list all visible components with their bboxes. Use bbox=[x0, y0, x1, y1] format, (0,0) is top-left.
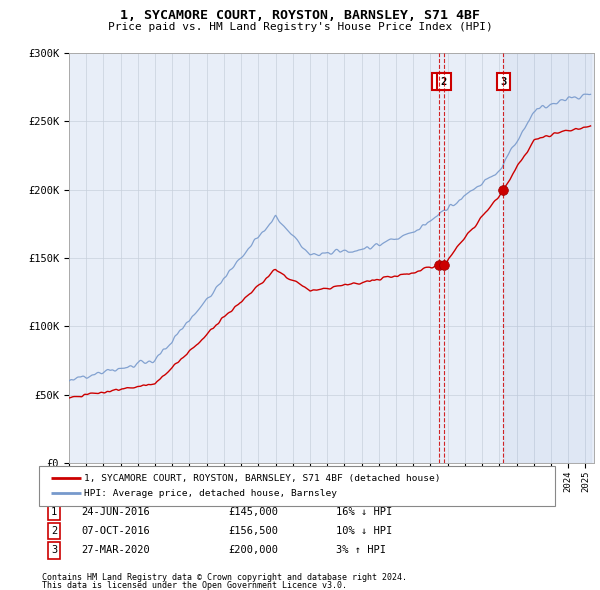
Text: 3% ↑ HPI: 3% ↑ HPI bbox=[336, 546, 386, 555]
Text: 1: 1 bbox=[436, 77, 442, 87]
Text: 2: 2 bbox=[440, 77, 447, 87]
Text: 2: 2 bbox=[51, 526, 57, 536]
Text: 10% ↓ HPI: 10% ↓ HPI bbox=[336, 526, 392, 536]
Text: £145,000: £145,000 bbox=[228, 507, 278, 516]
Text: 24-JUN-2016: 24-JUN-2016 bbox=[81, 507, 150, 516]
Text: Price paid vs. HM Land Registry's House Price Index (HPI): Price paid vs. HM Land Registry's House … bbox=[107, 22, 493, 32]
Text: Contains HM Land Registry data © Crown copyright and database right 2024.: Contains HM Land Registry data © Crown c… bbox=[42, 572, 407, 582]
Text: 3: 3 bbox=[500, 77, 506, 87]
Text: 3: 3 bbox=[51, 546, 57, 555]
Text: 1, SYCAMORE COURT, ROYSTON, BARNSLEY, S71 4BF (detached house): 1, SYCAMORE COURT, ROYSTON, BARNSLEY, S7… bbox=[84, 474, 440, 483]
Text: 07-OCT-2016: 07-OCT-2016 bbox=[81, 526, 150, 536]
Text: 1, SYCAMORE COURT, ROYSTON, BARNSLEY, S71 4BF: 1, SYCAMORE COURT, ROYSTON, BARNSLEY, S7… bbox=[120, 9, 480, 22]
Text: £200,000: £200,000 bbox=[228, 546, 278, 555]
Text: 16% ↓ HPI: 16% ↓ HPI bbox=[336, 507, 392, 516]
Text: This data is licensed under the Open Government Licence v3.0.: This data is licensed under the Open Gov… bbox=[42, 581, 347, 590]
Text: £156,500: £156,500 bbox=[228, 526, 278, 536]
Text: 1: 1 bbox=[51, 507, 57, 516]
Text: HPI: Average price, detached house, Barnsley: HPI: Average price, detached house, Barn… bbox=[84, 489, 337, 497]
Text: 27-MAR-2020: 27-MAR-2020 bbox=[81, 546, 150, 555]
